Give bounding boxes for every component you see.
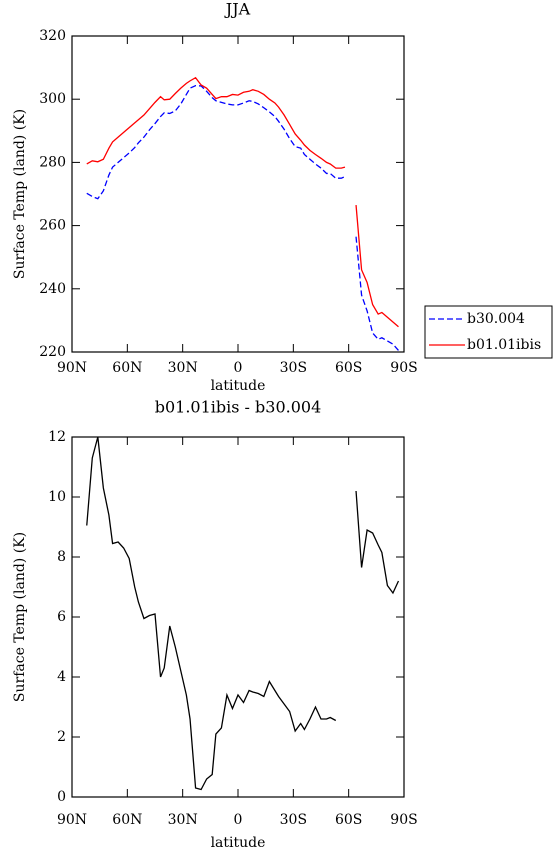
x-tick-label: 30S	[280, 812, 307, 828]
chart-title: b01.01ibis - b30.004	[155, 398, 322, 417]
x-tick-label: 30N	[168, 812, 198, 828]
y-tick-label: 320	[39, 28, 66, 44]
y-tick-label: 240	[39, 281, 66, 297]
plot-frame	[71, 436, 405, 798]
y-tick-label: 2	[57, 729, 66, 745]
data-line	[86, 76, 399, 328]
legend-label: b01.01ibis	[467, 337, 541, 353]
y-tick-label: 8	[57, 549, 66, 565]
x-tick-label: 90S	[390, 812, 417, 828]
plot-frame	[71, 35, 405, 353]
y-axis-label: Surface Temp (land) (K)	[12, 109, 28, 279]
y-tick-label: 4	[57, 669, 66, 685]
x-axis-label: latitude	[211, 378, 266, 394]
data-line	[86, 84, 399, 351]
y-tick-label: 12	[48, 429, 66, 445]
chart-title: JJA	[224, 0, 251, 19]
y-tick-label: 0	[57, 789, 66, 805]
x-tick-label: 90S	[390, 360, 417, 376]
legend-label: b30.004	[467, 311, 525, 327]
y-tick-label: 6	[57, 609, 66, 625]
x-tick-label: 0	[234, 360, 243, 376]
x-tick-label: 60N	[112, 812, 142, 828]
legend-box	[424, 305, 553, 359]
y-tick-label: 10	[48, 489, 66, 505]
y-tick-label: 300	[39, 91, 66, 107]
y-tick-label: 220	[39, 344, 66, 360]
x-tick-label: 60S	[335, 812, 362, 828]
y-tick-label: 280	[39, 154, 66, 170]
x-tick-label: 30S	[280, 360, 307, 376]
x-tick-label: 30N	[168, 360, 198, 376]
x-tick-label: 60N	[112, 360, 142, 376]
x-tick-label: 0	[234, 812, 243, 828]
x-tick-label: 90N	[57, 360, 87, 376]
x-axis-label: latitude	[211, 835, 266, 851]
data-line	[86, 436, 400, 791]
x-tick-label: 60S	[335, 360, 362, 376]
x-tick-label: 90N	[57, 812, 87, 828]
y-tick-label: 260	[39, 218, 66, 234]
y-axis-label: Surface Temp (land) (K)	[12, 532, 28, 702]
